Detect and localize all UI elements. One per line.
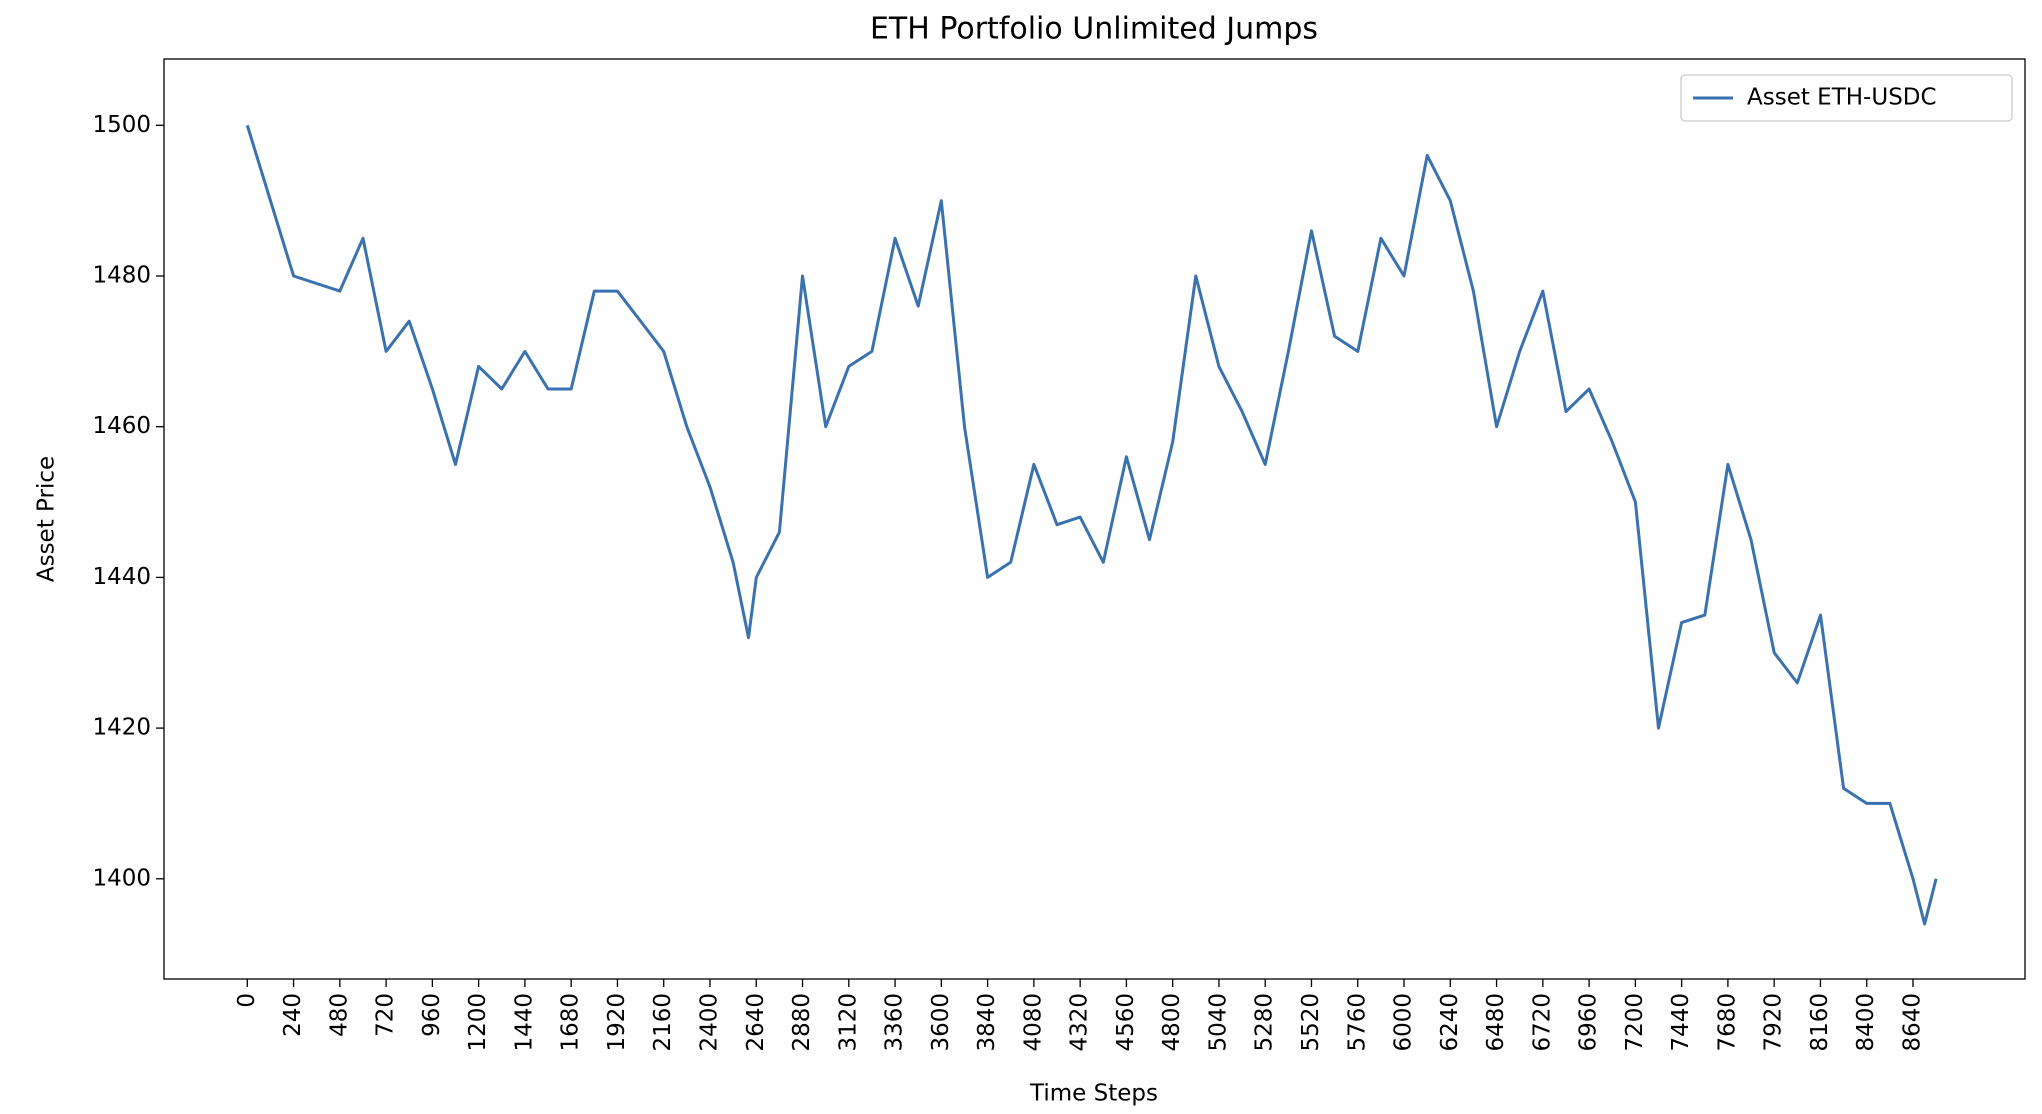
legend-box (1680, 74, 2013, 122)
x-tick-label: 4800 (1159, 993, 1185, 1052)
y-tick-label: 1480 (92, 263, 151, 289)
x-tick-label: 7440 (1668, 993, 1694, 1052)
x-tick-label: 6720 (1529, 993, 1555, 1052)
y-tick-label: 1440 (92, 564, 151, 590)
x-tick-label: 720 (373, 993, 399, 1037)
x-tick-label: 960 (419, 993, 445, 1037)
x-tick-label: 5280 (1252, 993, 1278, 1052)
x-tick-label: 6960 (1576, 993, 1602, 1052)
x-axis-label: Time Steps (1029, 1081, 1158, 1107)
x-tick-label: 7200 (1622, 993, 1648, 1052)
x-tick-label: 2160 (650, 993, 676, 1052)
x-tick-label: 8400 (1853, 993, 1879, 1052)
x-tick-label: 240 (280, 993, 306, 1037)
x-tick-label: 2640 (743, 993, 769, 1052)
x-tick-label: 5040 (1205, 993, 1231, 1052)
legend-label: Asset ETH-USDC (1747, 85, 1937, 111)
x-tick-label: 5760 (1344, 993, 1370, 1052)
x-tick-label: 3360 (882, 993, 908, 1052)
y-tick-label: 1500 (92, 112, 151, 138)
x-tick-label: 0 (234, 993, 260, 1008)
x-tick-label: 4320 (1067, 993, 1093, 1052)
x-tick-label: 1920 (604, 993, 630, 1052)
x-tick-label: 6480 (1483, 993, 1509, 1052)
x-tick-label: 1680 (558, 993, 584, 1052)
x-tick-label: 6240 (1437, 993, 1463, 1052)
x-tick-label: 3600 (928, 993, 954, 1052)
x-tick-label: 4080 (1020, 993, 1046, 1052)
y-tick-label: 1420 (92, 715, 151, 741)
x-tick-label: 2880 (789, 993, 815, 1052)
plot-frame (163, 58, 2026, 980)
x-tick-label: 5520 (1298, 993, 1324, 1052)
y-tick-label: 1460 (92, 413, 151, 439)
x-tick-label: 3120 (835, 993, 861, 1052)
x-tick-label: 8160 (1807, 993, 1833, 1052)
x-tick-label: 7680 (1714, 993, 1740, 1052)
x-tick-label: 4560 (1113, 993, 1139, 1052)
x-tick-label: 7920 (1761, 993, 1787, 1052)
x-tick-label: 1440 (511, 993, 537, 1052)
y-axis-label: Asset Price (34, 456, 60, 582)
chart-title: ETH Portfolio Unlimited Jumps (870, 12, 1318, 47)
x-tick-label: 8640 (1899, 993, 1925, 1052)
y-tick-label: 1400 (92, 865, 151, 891)
x-tick-label: 1200 (465, 993, 491, 1052)
series-line (245, 124, 1938, 926)
x-tick-label: 2400 (696, 993, 722, 1052)
x-tick-label: 3840 (974, 993, 1000, 1052)
x-tick-label: 480 (326, 993, 352, 1037)
x-tick-label: 6000 (1391, 993, 1417, 1052)
